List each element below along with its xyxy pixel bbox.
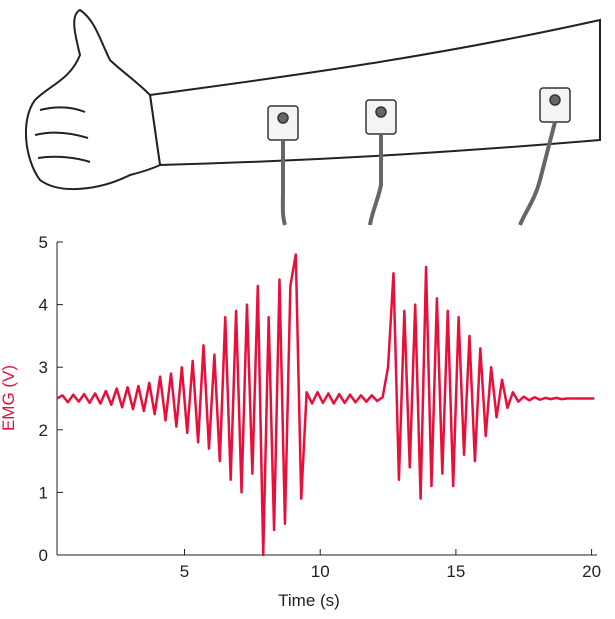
y-axis-label: EMG (V) [0, 365, 18, 431]
x-axis-label: Time (s) [278, 591, 340, 610]
y-tick-label: 4 [39, 296, 48, 315]
x-tick-label: 20 [582, 562, 601, 581]
arm-illustration [24, 8, 601, 226]
y-tick-label: 2 [39, 421, 48, 440]
x-tick-label: 5 [180, 562, 189, 581]
y-tick-label: 0 [39, 546, 48, 565]
y-tick-label: 5 [39, 233, 48, 252]
y-tick-label: 3 [39, 358, 48, 377]
emg-line [56, 253, 595, 557]
x-tick-label: 15 [446, 562, 465, 581]
y-tick-label: 1 [39, 483, 48, 502]
x-tick-label: 10 [311, 562, 330, 581]
